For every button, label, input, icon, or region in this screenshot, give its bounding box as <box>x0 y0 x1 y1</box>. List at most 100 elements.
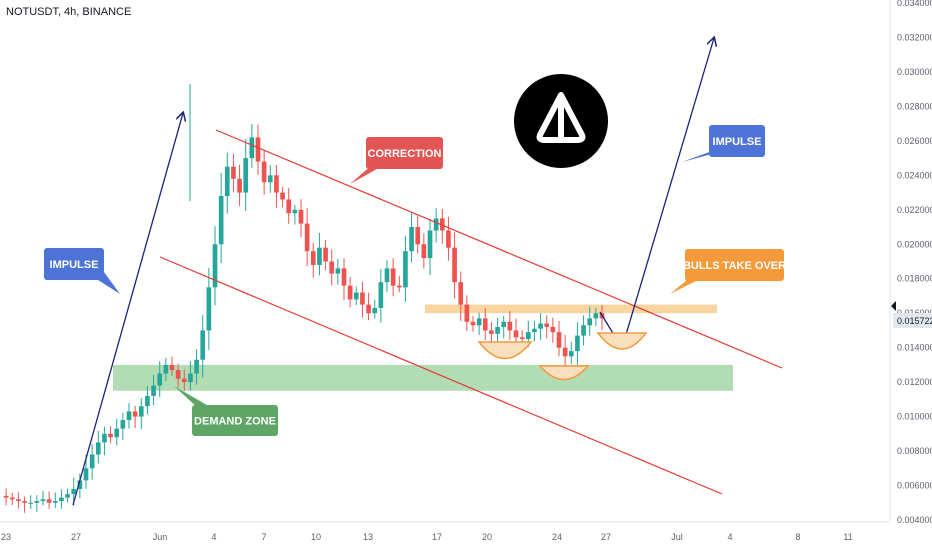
candle <box>169 356 175 376</box>
candle <box>593 307 599 326</box>
y-tick-label: 0.032000 <box>897 32 932 42</box>
svg-text:IMPULSE: IMPULSE <box>50 259 99 271</box>
candle <box>329 249 335 286</box>
candle <box>181 369 187 392</box>
candle <box>562 334 568 367</box>
y-tick-label: 0.030000 <box>897 67 932 77</box>
candle <box>409 212 414 263</box>
candle <box>304 207 310 267</box>
candle <box>556 321 562 357</box>
y-tick-label: 0.034000 <box>897 0 932 8</box>
candle <box>3 488 9 506</box>
candle <box>532 320 537 342</box>
candle <box>59 489 64 509</box>
candle <box>255 124 261 175</box>
correction-callout: CORRECTION <box>350 137 443 184</box>
candle <box>482 308 488 341</box>
candle <box>126 402 132 429</box>
y-tick-label: 0.022000 <box>897 205 932 215</box>
candle <box>464 295 470 331</box>
candle <box>34 495 40 513</box>
y-tick-label: 0.012000 <box>897 377 932 387</box>
x-tick-label: 24 <box>552 532 562 542</box>
y-tick-label: 0.024000 <box>897 170 932 180</box>
candle <box>77 473 83 499</box>
x-tick-label: 7 <box>261 532 266 542</box>
candle <box>575 322 580 365</box>
svg-text:BULLS TAKE OVER: BULLS TAKE OVER <box>683 260 786 272</box>
candle <box>267 165 273 193</box>
impulse-callout-right: IMPULSE <box>682 125 765 162</box>
channel-lower-line <box>159 256 723 495</box>
x-tick-label: Jun <box>153 532 168 542</box>
candle <box>470 316 476 332</box>
impulse-arrow-right <box>599 38 714 350</box>
candle <box>274 164 279 208</box>
y-tick-label: 0.010000 <box>897 412 932 422</box>
candle <box>507 311 513 340</box>
candle <box>16 492 21 509</box>
cup-shape-1 <box>477 341 533 360</box>
candle <box>231 153 236 193</box>
candle <box>206 267 212 350</box>
candle <box>65 488 70 503</box>
x-tick-label: Jul <box>671 532 683 542</box>
x-tick-label: 20 <box>482 532 492 542</box>
candle <box>46 491 52 509</box>
x-tick-label: 8 <box>795 532 800 542</box>
candle <box>581 315 586 346</box>
demand-zone <box>113 364 733 391</box>
y-tick-label: 0.006000 <box>897 481 932 491</box>
candle <box>390 258 396 297</box>
candle <box>224 152 230 214</box>
candle <box>544 315 550 339</box>
candle <box>292 204 298 225</box>
x-tick-label: 27 <box>601 532 611 542</box>
x-tick-label: 17 <box>432 532 442 542</box>
candle <box>40 490 46 506</box>
candle <box>587 306 593 336</box>
current-price-tag <box>893 313 932 328</box>
candle <box>218 172 224 264</box>
candle <box>538 313 543 341</box>
x-tick-label: 11 <box>843 532 852 542</box>
candle <box>347 276 353 308</box>
candle <box>95 430 101 464</box>
x-tick-label: 13 <box>363 532 373 542</box>
svg-text:CORRECTION: CORRECTION <box>368 148 442 160</box>
candle <box>446 216 451 261</box>
ticker-title: NOTUSDT, 4h, BINANCE <box>6 6 132 18</box>
candle <box>360 281 365 318</box>
candle <box>286 187 292 224</box>
svg-text:DEMAND ZONE: DEMAND ZONE <box>194 416 276 428</box>
y-tick-label: 0.008000 <box>897 446 932 456</box>
candle <box>102 426 107 456</box>
x-tick-label: 4 <box>211 532 216 542</box>
demand-callout: DEMAND ZONE <box>174 386 278 436</box>
candle <box>335 258 341 285</box>
candle <box>175 363 181 388</box>
channel-upper-line <box>215 129 783 369</box>
candle <box>28 495 34 510</box>
candle <box>384 260 390 293</box>
y-tick-label: 0.018000 <box>897 274 932 284</box>
candle <box>310 242 316 278</box>
x-tick-label: 4 <box>727 532 732 542</box>
candle <box>22 496 27 513</box>
candle <box>145 386 150 415</box>
candle <box>261 150 267 195</box>
y-tick-label: 0.028000 <box>897 101 932 111</box>
x-tick-label: 27 <box>71 532 81 542</box>
candle <box>298 199 304 238</box>
candle <box>138 398 144 430</box>
y-tick-label: 0.004000 <box>897 515 932 525</box>
x-tick-label: 10 <box>311 532 321 542</box>
price-marker <box>891 301 896 311</box>
candle <box>452 232 457 299</box>
candle <box>188 360 193 391</box>
svg-text:IMPULSE: IMPULSE <box>713 136 762 148</box>
candle <box>476 312 482 335</box>
candle <box>132 405 138 428</box>
candle <box>433 208 439 243</box>
